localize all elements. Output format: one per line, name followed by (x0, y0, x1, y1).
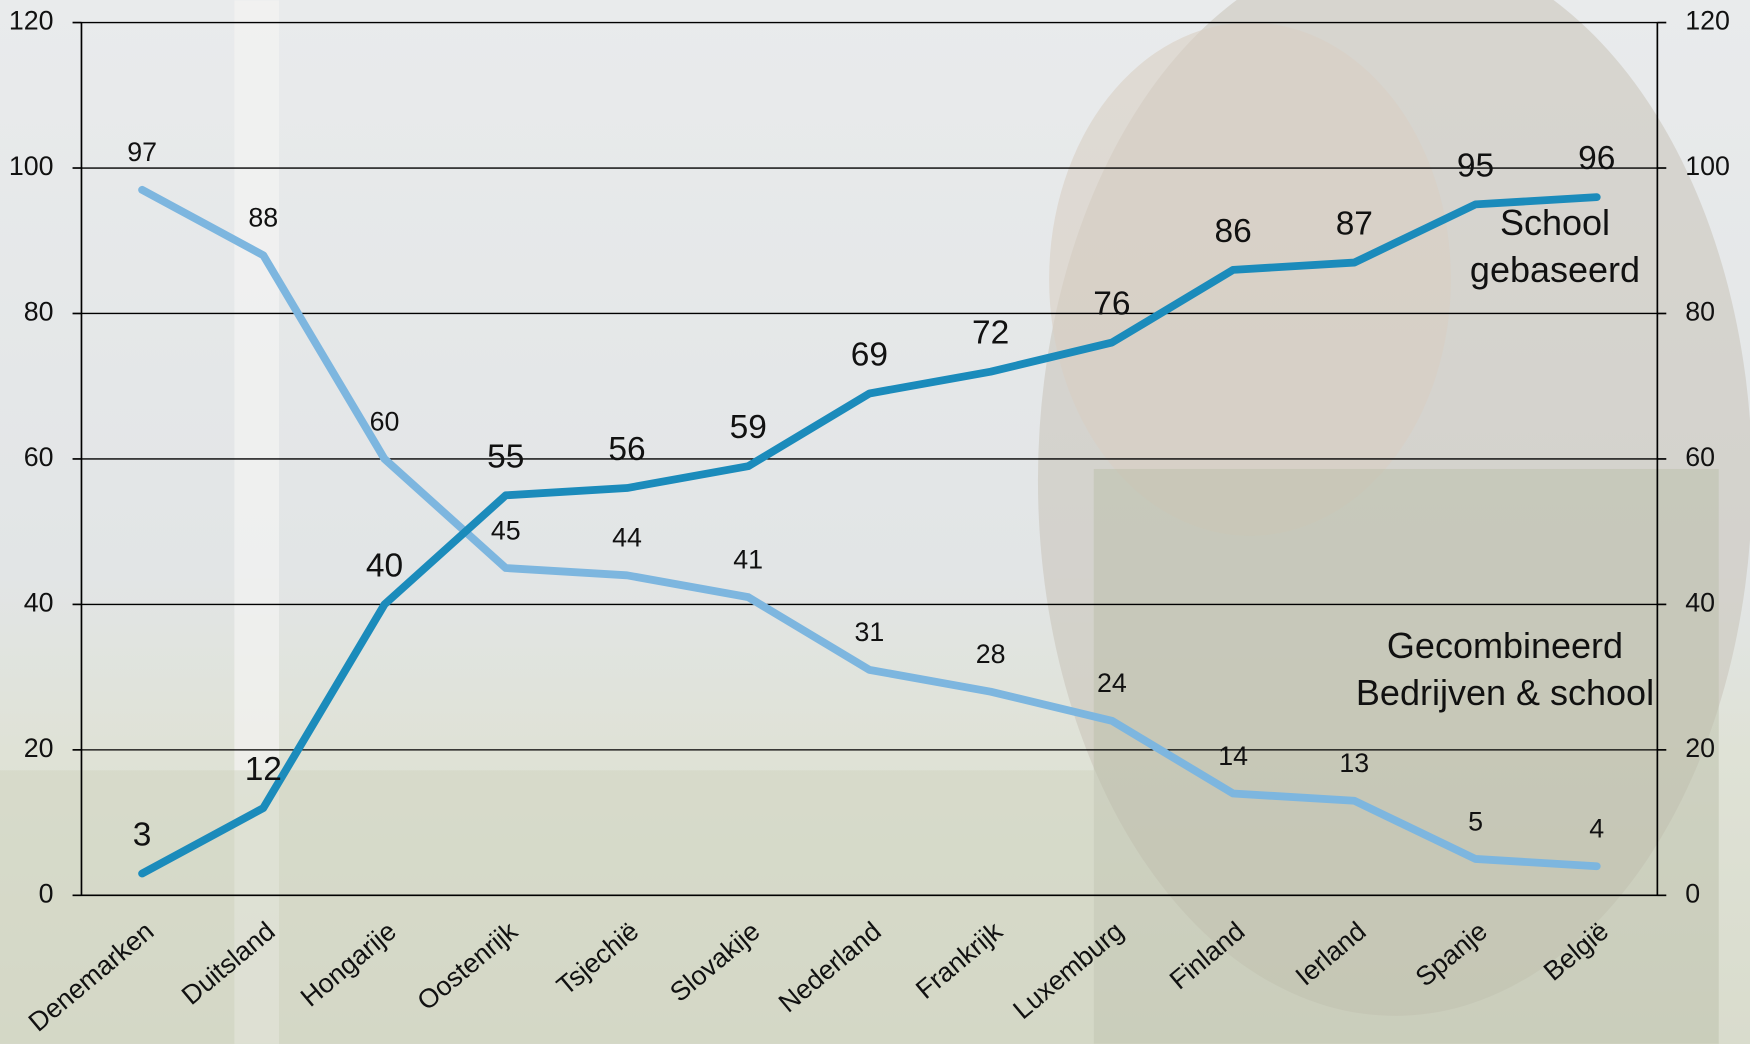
data-label: 40 (366, 547, 403, 584)
series-annotation: School gebaseerd (1460, 200, 1650, 294)
x-tick-label: Duitsland (176, 916, 281, 1011)
data-label: 12 (245, 751, 282, 788)
series-line (142, 190, 1597, 866)
data-label: 41 (733, 544, 763, 574)
y-tick-label: 120 (9, 6, 54, 36)
data-label: 45 (491, 515, 521, 545)
x-tick-label: Denemarken (23, 916, 160, 1037)
y-tick-label: 80 (24, 297, 54, 327)
series-annotation: Gecombineerd Bedrijven & school (1340, 623, 1670, 717)
data-label: 31 (855, 617, 885, 647)
y2-tick-label: 100 (1685, 151, 1730, 181)
y2-tick-label: 40 (1685, 587, 1715, 617)
x-tick-label: Tsjechië (551, 916, 644, 1001)
data-label: 13 (1339, 748, 1369, 778)
data-label: 76 (1093, 286, 1130, 323)
data-label: 97 (127, 137, 157, 167)
data-label: 5 (1468, 806, 1483, 836)
page: 0 20 40 60 80 100 120 0 20 40 60 80 100 120 Denemarken… (0, 0, 1750, 1044)
data-label: 69 (851, 336, 888, 373)
y2-tick-label: 80 (1685, 297, 1715, 327)
x-tick-label: België (1538, 916, 1614, 987)
data-label: 72 (972, 315, 1009, 352)
y2-tick-label: 60 (1685, 442, 1715, 472)
data-label: 59 (730, 409, 767, 446)
y-tick-label: 0 (39, 878, 54, 908)
y2-tick-label: 120 (1685, 6, 1730, 36)
data-label: 44 (612, 523, 642, 553)
data-label: 55 (487, 438, 524, 475)
y-tick-label: 20 (24, 733, 54, 763)
data-label: 14 (1218, 741, 1248, 771)
x-tick-label: Frankrijk (910, 915, 1008, 1004)
data-label: 60 (370, 406, 400, 436)
series-line (142, 197, 1597, 873)
data-label: 56 (608, 431, 645, 468)
x-tick-label: Spanje (1410, 916, 1493, 993)
x-tick-label: Luxemburg (1007, 916, 1129, 1025)
data-label: 87 (1336, 206, 1373, 243)
y2-tick-label: 20 (1685, 733, 1715, 763)
x-tick-label: Oostenrijk (411, 915, 523, 1016)
chart: 0 20 40 60 80 100 120 0 20 40 60 80 100 120 Denemarken… (0, 0, 1750, 1044)
y2-tick-label: 0 (1685, 878, 1700, 908)
x-tick-label: Slovakije (664, 916, 765, 1008)
x-tick-label: Hongarije (295, 916, 402, 1013)
data-label: 28 (976, 639, 1006, 669)
y-tick-label: 40 (24, 587, 54, 617)
y-tick-label: 60 (24, 442, 54, 472)
data-label: 4 (1589, 814, 1604, 844)
data-label: 86 (1214, 213, 1251, 250)
x-tick-label: Ierland (1290, 916, 1372, 992)
data-label: 96 (1578, 140, 1615, 177)
data-label: 3 (133, 817, 152, 854)
data-label: 88 (248, 203, 278, 233)
data-label: 95 (1457, 147, 1494, 184)
x-tick-label: Finland (1164, 916, 1251, 995)
y-tick-label: 100 (9, 151, 54, 181)
data-label: 24 (1097, 668, 1127, 698)
x-tick-label: Nederland (773, 916, 887, 1018)
